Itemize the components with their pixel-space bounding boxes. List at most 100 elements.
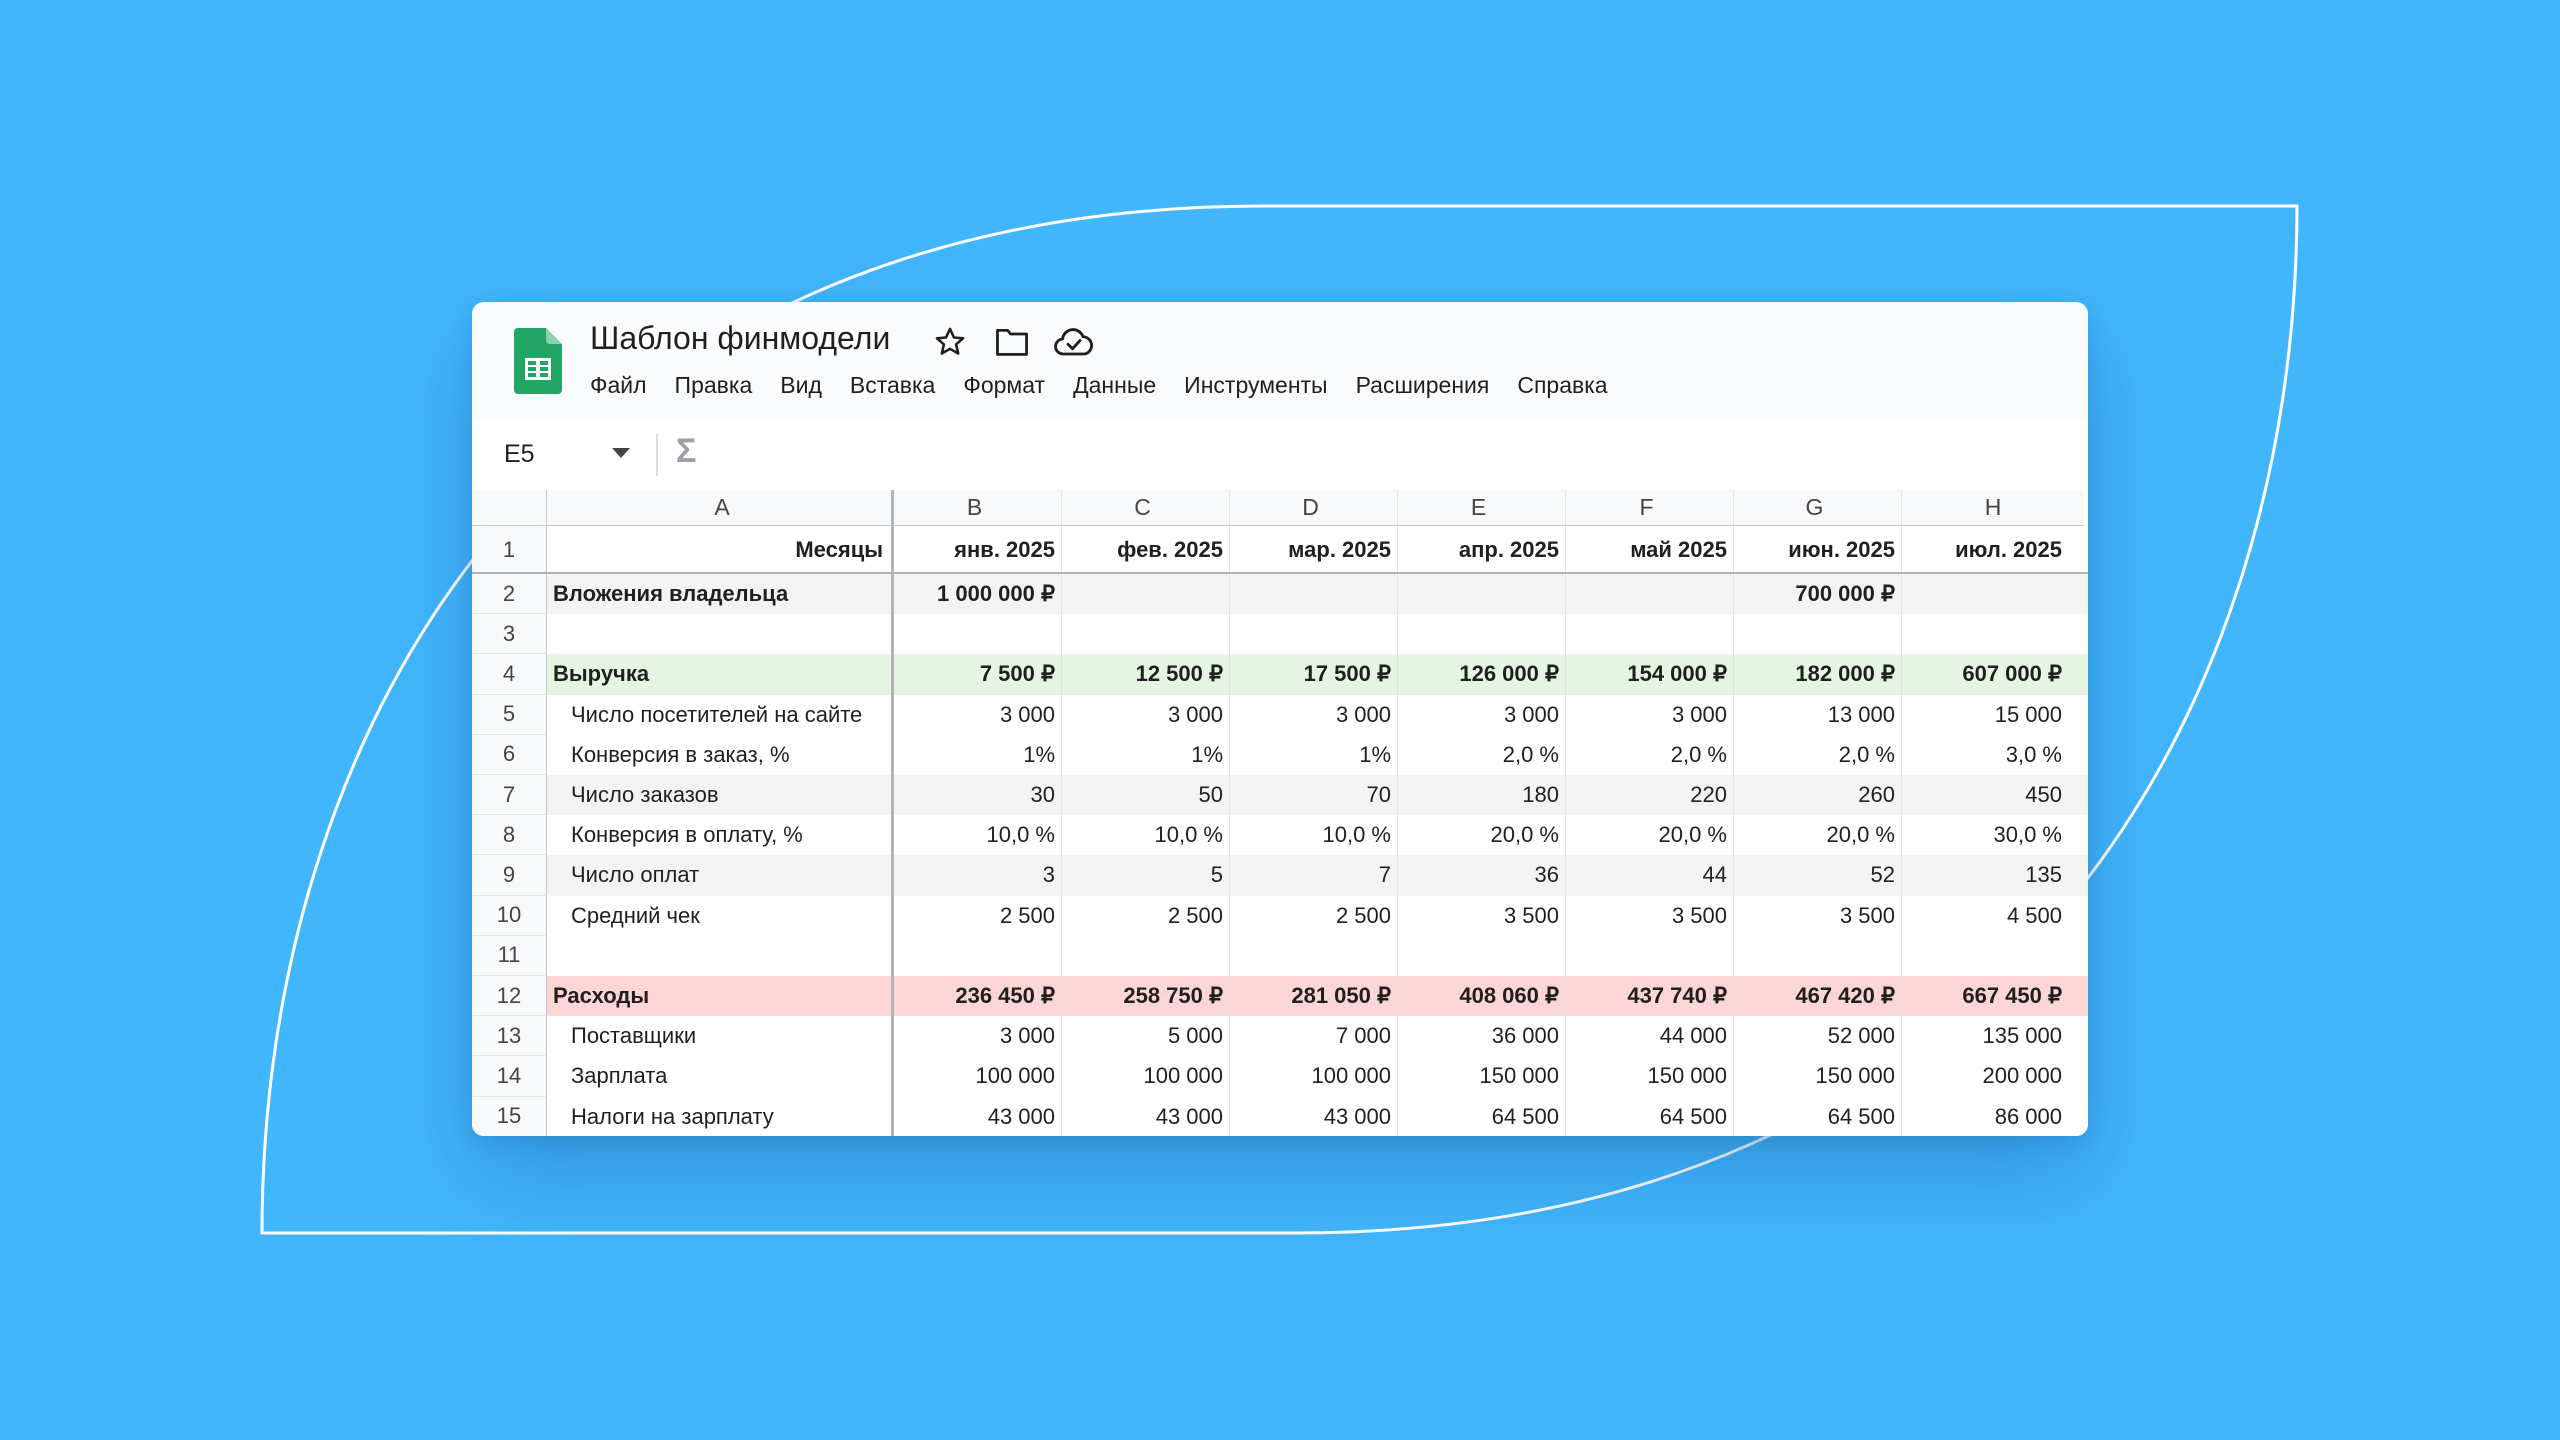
cell-a10[interactable]: Средний чек <box>547 895 894 936</box>
cell-a7[interactable]: Число заказов <box>547 775 894 816</box>
cell-d3[interactable] <box>1230 614 1398 655</box>
cell-b3[interactable] <box>894 614 1062 655</box>
cell-a1[interactable]: Месяцы <box>547 526 894 574</box>
cell-e4[interactable]: 126 000 ₽ <box>1398 654 1566 695</box>
cell-f1[interactable]: май 2025 <box>1566 526 1734 574</box>
cell-d8[interactable]: 10,0 % <box>1230 815 1398 856</box>
column-header-c[interactable]: C <box>1062 490 1230 526</box>
cell-h8[interactable]: 30,0 % <box>1902 815 2084 856</box>
cell-g15[interactable]: 64 500 <box>1734 1096 1902 1136</box>
cell-h6[interactable]: 3,0 % <box>1902 734 2084 775</box>
cell-b10[interactable]: 2 500 <box>894 895 1062 936</box>
cell-a9[interactable]: Число оплат <box>547 855 894 896</box>
cell-e12[interactable]: 408 060 ₽ <box>1398 976 1566 1017</box>
menu-data[interactable]: Данные <box>1073 372 1157 398</box>
cell-b6[interactable]: 1% <box>894 734 1062 775</box>
cell-h9[interactable]: 135 <box>1902 855 2084 896</box>
cell-a6[interactable]: Конверсия в заказ, % <box>547 734 894 775</box>
cell-g6[interactable]: 2,0 % <box>1734 734 1902 775</box>
column-header-a[interactable]: A <box>547 490 894 526</box>
row-header[interactable]: 5 <box>472 694 547 735</box>
cell-f9[interactable]: 44 <box>1566 855 1734 896</box>
cell-b4[interactable]: 7 500 ₽ <box>894 654 1062 695</box>
cell-f13[interactable]: 44 000 <box>1566 1016 1734 1057</box>
menu-edit[interactable]: Правка <box>674 372 753 398</box>
menu-insert[interactable]: Вставка <box>849 372 936 398</box>
cell-h4[interactable]: 607 000 ₽ <box>1902 654 2084 695</box>
cell-f15[interactable]: 64 500 <box>1566 1096 1734 1136</box>
menu-view[interactable]: Вид <box>780 372 822 398</box>
row-header[interactable]: 15 <box>472 1096 547 1136</box>
cell-b8[interactable]: 10,0 % <box>894 815 1062 856</box>
row-header[interactable]: 8 <box>472 815 547 856</box>
cell-a3[interactable] <box>547 614 894 655</box>
row-header[interactable]: 11 <box>472 935 547 976</box>
name-box[interactable]: E5 <box>504 440 535 468</box>
column-header-b[interactable]: B <box>894 490 1062 526</box>
column-header-h[interactable]: H <box>1902 490 2084 526</box>
cell-c11[interactable] <box>1062 935 1230 976</box>
menu-file[interactable]: Файл <box>590 372 647 398</box>
cell-h15[interactable]: 86 000 <box>1902 1096 2084 1136</box>
row-header[interactable]: 10 <box>472 895 547 936</box>
cell-e14[interactable]: 150 000 <box>1398 1056 1566 1097</box>
cell-g3[interactable] <box>1734 614 1902 655</box>
cell-c1[interactable]: фев. 2025 <box>1062 526 1230 574</box>
cell-c6[interactable]: 1% <box>1062 734 1230 775</box>
cell-c15[interactable]: 43 000 <box>1062 1096 1230 1136</box>
cell-g7[interactable]: 260 <box>1734 775 1902 816</box>
cell-e6[interactable]: 2,0 % <box>1398 734 1566 775</box>
cell-g2[interactable]: 700 000 ₽ <box>1734 574 1902 615</box>
cell-f8[interactable]: 20,0 % <box>1566 815 1734 856</box>
cell-f5[interactable]: 3 000 <box>1566 694 1734 735</box>
cell-c10[interactable]: 2 500 <box>1062 895 1230 936</box>
cell-g5[interactable]: 13 000 <box>1734 694 1902 735</box>
cell-h1[interactable]: июл. 2025 <box>1902 526 2084 574</box>
cell-b9[interactable]: 3 <box>894 855 1062 896</box>
cell-a11[interactable] <box>547 935 894 976</box>
cell-c13[interactable]: 5 000 <box>1062 1016 1230 1057</box>
row-header[interactable]: 13 <box>472 1016 547 1057</box>
cell-f7[interactable]: 220 <box>1566 775 1734 816</box>
cell-h7[interactable]: 450 <box>1902 775 2084 816</box>
cell-b13[interactable]: 3 000 <box>894 1016 1062 1057</box>
cell-c5[interactable]: 3 000 <box>1062 694 1230 735</box>
column-header-g[interactable]: G <box>1734 490 1902 526</box>
cell-d13[interactable]: 7 000 <box>1230 1016 1398 1057</box>
cell-h10[interactable]: 4 500 <box>1902 895 2084 936</box>
document-title[interactable]: Шаблон финмодели <box>590 320 891 356</box>
cloud-saved-icon[interactable] <box>1052 322 1096 362</box>
column-header-e[interactable]: E <box>1398 490 1566 526</box>
cell-a4[interactable]: Выручка <box>547 654 894 695</box>
cell-d5[interactable]: 3 000 <box>1230 694 1398 735</box>
cell-c8[interactable]: 10,0 % <box>1062 815 1230 856</box>
cell-g13[interactable]: 52 000 <box>1734 1016 1902 1057</box>
column-header-f[interactable]: F <box>1566 490 1734 526</box>
cell-e10[interactable]: 3 500 <box>1398 895 1566 936</box>
cell-e1[interactable]: апр. 2025 <box>1398 526 1566 574</box>
cell-e8[interactable]: 20,0 % <box>1398 815 1566 856</box>
cell-g12[interactable]: 467 420 ₽ <box>1734 976 1902 1017</box>
cell-d7[interactable]: 70 <box>1230 775 1398 816</box>
cell-f14[interactable]: 150 000 <box>1566 1056 1734 1097</box>
row-header[interactable]: 2 <box>472 574 547 615</box>
row-header[interactable]: 7 <box>472 775 547 816</box>
cell-c14[interactable]: 100 000 <box>1062 1056 1230 1097</box>
cell-b2[interactable]: 1 000 000 ₽ <box>894 574 1062 615</box>
cell-c9[interactable]: 5 <box>1062 855 1230 896</box>
cell-h2[interactable] <box>1902 574 2084 615</box>
cell-g14[interactable]: 150 000 <box>1734 1056 1902 1097</box>
cell-e11[interactable] <box>1398 935 1566 976</box>
cell-a14[interactable]: Зарплата <box>547 1056 894 1097</box>
cell-f11[interactable] <box>1566 935 1734 976</box>
cell-c7[interactable]: 50 <box>1062 775 1230 816</box>
cell-f4[interactable]: 154 000 ₽ <box>1566 654 1734 695</box>
cell-g9[interactable]: 52 <box>1734 855 1902 896</box>
cell-d14[interactable]: 100 000 <box>1230 1056 1398 1097</box>
cell-a8[interactable]: Конверсия в оплату, % <box>547 815 894 856</box>
sigma-icon[interactable]: Σ <box>676 432 697 470</box>
row-header[interactable]: 14 <box>472 1056 547 1097</box>
cell-c3[interactable] <box>1062 614 1230 655</box>
cell-d6[interactable]: 1% <box>1230 734 1398 775</box>
cell-a13[interactable]: Поставщики <box>547 1016 894 1057</box>
